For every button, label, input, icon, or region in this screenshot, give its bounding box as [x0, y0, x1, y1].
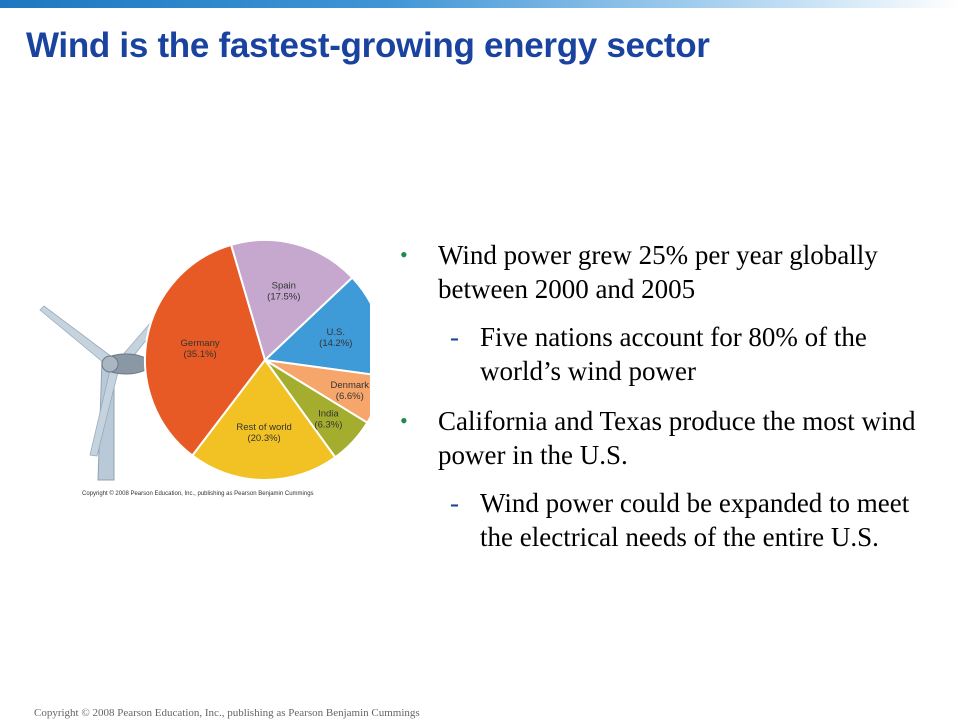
- bullet-item: • California and Texas produce the most …: [400, 404, 940, 472]
- slice-name-label: U.S.: [327, 327, 345, 338]
- bullet-dot-icon: •: [400, 242, 408, 267]
- pie-slice: [144, 243, 267, 457]
- bullet-dot-icon: •: [400, 408, 408, 433]
- figure-credit: Copyright © 2008 Pearson Education, Inc.…: [82, 491, 314, 497]
- slice-name-label: Germany: [181, 338, 220, 349]
- slice-value-label: (17.5%): [267, 292, 300, 303]
- dash-icon: -: [450, 488, 459, 518]
- slice-value-label: (20.3%): [247, 433, 280, 444]
- sub-bullet-item: - Five nations account for 80% of the wo…: [400, 320, 940, 388]
- slice-name-label: Spain: [272, 281, 296, 292]
- sub-bullet-text: Five nations account for 80% of the worl…: [480, 322, 867, 386]
- top-accent-bar: [0, 0, 960, 8]
- bullet-list: • Wind power grew 25% per year globally …: [400, 238, 940, 570]
- slice-name-label: Rest of world: [236, 422, 291, 433]
- pie-slices: [144, 239, 370, 481]
- pie-labels: U.S.(14.2%) Denmark(6.6%) India(6.3%) Rest …: [181, 281, 370, 445]
- slice-value-label: (6.3%): [314, 420, 342, 431]
- bullet-text: California and Texas produce the most wi…: [438, 406, 916, 470]
- pie-slice: [190, 358, 337, 481]
- slice-value-label: (14.2%): [319, 338, 352, 349]
- slice-value-label: (35.1%): [183, 349, 216, 360]
- bullet-item: • Wind power grew 25% per year globally …: [400, 238, 940, 306]
- pie-slice: [229, 239, 354, 362]
- copyright-footer: Copyright © 2008 Pearson Education, Inc.…: [34, 707, 420, 719]
- slice-value-label: (6.6%): [336, 391, 364, 402]
- wind-power-figure: U.S. (14.2%) Denmark (6.6%) India (6.3%) Rest …: [30, 230, 370, 510]
- slide-title: Wind is the fastest-growing energy secto…: [26, 26, 710, 65]
- sub-bullet-item: - Wind power could be expanded to meet t…: [400, 486, 940, 554]
- pie-chart: U.S.(14.2%) Denmark(6.6%) India(6.3%) Rest …: [39, 239, 370, 481]
- slice-name-label: Denmark: [331, 380, 370, 391]
- pie-slice: [262, 276, 370, 376]
- slice-name-label: India: [318, 409, 339, 420]
- dash-icon: -: [450, 322, 459, 352]
- bullet-text: Wind power grew 25% per year globally be…: [438, 240, 878, 304]
- sub-bullet-text: Wind power could be expanded to meet the…: [480, 488, 910, 552]
